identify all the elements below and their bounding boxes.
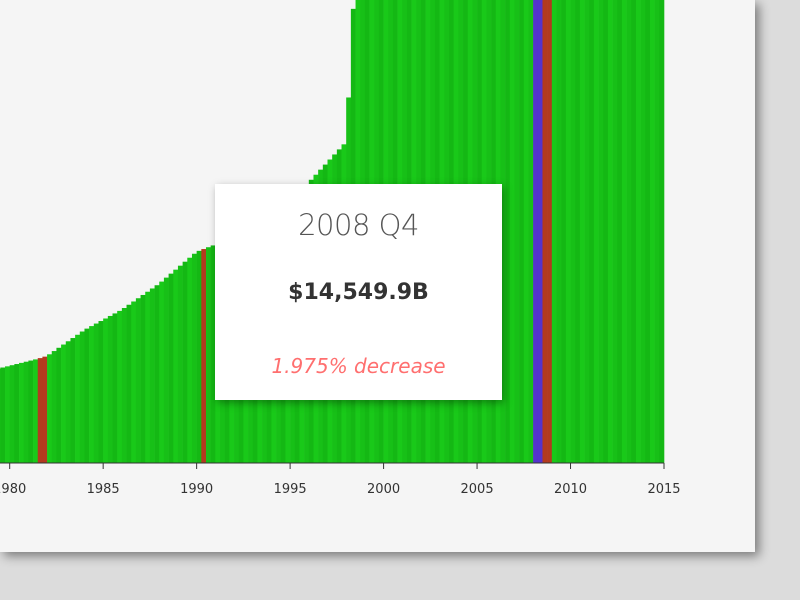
x-tick-label: 2010 — [554, 482, 587, 497]
bar[interactable] — [542, 0, 548, 463]
bar[interactable] — [603, 0, 609, 463]
tooltip-change: 1.975% decrease — [271, 354, 446, 378]
bar[interactable] — [182, 261, 188, 463]
bar[interactable] — [589, 0, 595, 463]
bar[interactable] — [617, 0, 623, 463]
bar[interactable] — [42, 356, 48, 463]
bar[interactable] — [107, 315, 113, 463]
bar[interactable] — [117, 310, 123, 463]
bar[interactable] — [649, 0, 655, 463]
bar[interactable] — [112, 313, 118, 463]
bar[interactable] — [65, 341, 71, 463]
bar[interactable] — [47, 354, 53, 463]
bar[interactable] — [121, 308, 127, 463]
bar[interactable] — [593, 0, 599, 463]
bar[interactable] — [551, 0, 557, 463]
bar[interactable] — [14, 364, 20, 463]
bar[interactable] — [145, 291, 151, 463]
bar[interactable] — [19, 362, 25, 463]
bar[interactable] — [28, 360, 34, 463]
bar[interactable] — [173, 269, 179, 463]
bar[interactable] — [187, 257, 193, 463]
bar[interactable] — [640, 0, 646, 463]
bar[interactable] — [79, 331, 85, 463]
bar[interactable] — [191, 253, 197, 463]
bar[interactable] — [33, 359, 39, 463]
bar[interactable] — [98, 321, 104, 463]
bar[interactable] — [635, 0, 641, 463]
bar[interactable] — [210, 245, 216, 463]
x-tick-label: 1985 — [87, 482, 120, 497]
bar[interactable] — [149, 288, 155, 463]
bar[interactable] — [509, 0, 515, 463]
bar[interactable] — [75, 334, 81, 463]
bar[interactable] — [0, 367, 6, 463]
bar[interactable] — [103, 318, 109, 463]
x-tick-label: 2005 — [461, 482, 494, 497]
bar[interactable] — [177, 265, 183, 463]
bar[interactable] — [51, 351, 57, 463]
bar[interactable] — [135, 298, 141, 463]
bar[interactable] — [519, 0, 525, 463]
bar[interactable] — [570, 0, 576, 463]
tooltip-value: $14,549.9B — [288, 280, 429, 305]
bar[interactable] — [154, 285, 160, 463]
x-tick-label: 2015 — [647, 482, 680, 497]
bar[interactable] — [621, 0, 627, 463]
bar[interactable] — [126, 304, 132, 463]
bar[interactable] — [607, 0, 613, 463]
bar[interactable] — [654, 0, 660, 463]
bar[interactable] — [523, 0, 529, 463]
bar[interactable] — [575, 0, 581, 463]
x-tick-label: 2000 — [367, 482, 400, 497]
bar[interactable] — [23, 361, 29, 463]
bar[interactable] — [561, 0, 567, 463]
x-axis: 1980 1985 1990 1995 2000 2005 2010 2015 — [0, 462, 681, 497]
bar[interactable] — [61, 344, 67, 463]
x-tick-label: 1990 — [180, 482, 213, 497]
bar[interactable] — [626, 0, 632, 463]
x-tick-label: 1980 — [0, 482, 26, 497]
bar[interactable] — [537, 0, 543, 463]
bar[interactable] — [547, 0, 553, 463]
bar[interactable] — [584, 0, 590, 463]
bar[interactable] — [159, 281, 165, 463]
bar[interactable] — [612, 0, 618, 463]
bar[interactable] — [163, 277, 169, 463]
x-tick-label: 1995 — [274, 482, 307, 497]
bar[interactable] — [533, 0, 539, 463]
bar[interactable] — [556, 0, 562, 463]
bar[interactable] — [70, 338, 76, 463]
tooltip-title: 2008 Q4 — [298, 208, 419, 242]
bar[interactable] — [140, 294, 146, 463]
bar[interactable] — [0, 368, 1, 463]
bar[interactable] — [9, 365, 15, 463]
bar[interactable] — [205, 247, 211, 463]
bar[interactable] — [514, 0, 520, 463]
bar[interactable] — [5, 366, 10, 463]
bar[interactable] — [631, 0, 637, 463]
bar[interactable] — [659, 0, 665, 463]
bar[interactable] — [56, 347, 62, 463]
bar[interactable] — [598, 0, 604, 463]
bar[interactable] — [528, 0, 534, 463]
bar[interactable] — [131, 301, 137, 463]
bar[interactable] — [84, 328, 90, 463]
bar[interactable] — [565, 0, 571, 463]
bar[interactable] — [500, 0, 506, 463]
bar[interactable] — [505, 0, 511, 463]
bar[interactable] — [201, 249, 207, 463]
bar[interactable] — [37, 358, 43, 463]
bar[interactable] — [168, 273, 174, 463]
bar[interactable] — [645, 0, 651, 463]
tooltip: 2008 Q4 $14,549.9B 1.975% decrease — [215, 184, 502, 400]
bar[interactable] — [196, 250, 202, 463]
bar[interactable] — [93, 323, 99, 463]
chart-panel: 1980 1985 1990 1995 2000 2005 2010 2015 2008 Q4… — [0, 0, 755, 552]
bar[interactable] — [579, 0, 585, 463]
bar[interactable] — [89, 326, 95, 463]
